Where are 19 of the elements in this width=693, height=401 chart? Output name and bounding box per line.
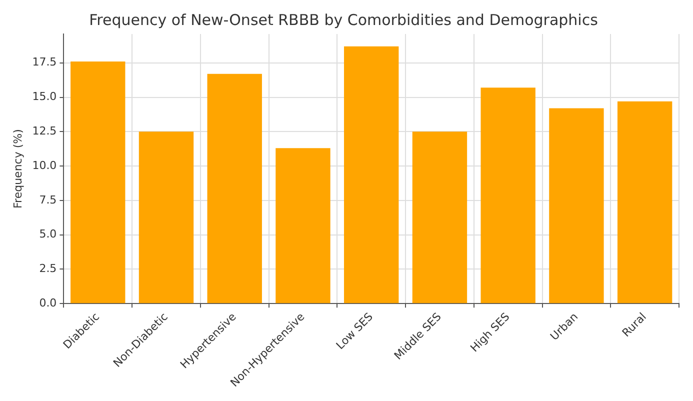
bar bbox=[412, 132, 468, 304]
y-tick-label: 10.0 bbox=[32, 158, 57, 172]
y-tick-label: 12.5 bbox=[32, 124, 57, 138]
y-tick-label: 15.0 bbox=[32, 90, 57, 104]
y-tick-label: 0.0 bbox=[39, 296, 57, 310]
chart-title: Frequency of New-Onset RBBB by Comorbidities and Demographics bbox=[89, 10, 598, 29]
y-tick-label: 7.5 bbox=[39, 193, 57, 206]
y-tick-label: 2.5 bbox=[39, 262, 57, 276]
bar bbox=[138, 132, 194, 304]
y-axis-title: Frequency (%) bbox=[11, 129, 24, 208]
bar bbox=[617, 101, 672, 304]
bar bbox=[480, 88, 536, 304]
bar bbox=[549, 108, 604, 304]
bar bbox=[276, 148, 330, 304]
bar bbox=[344, 46, 399, 304]
bar bbox=[207, 74, 262, 304]
y-tick-label: 5.0 bbox=[39, 228, 57, 241]
bar bbox=[70, 62, 126, 304]
y-tick-label: 17.5 bbox=[32, 56, 57, 69]
